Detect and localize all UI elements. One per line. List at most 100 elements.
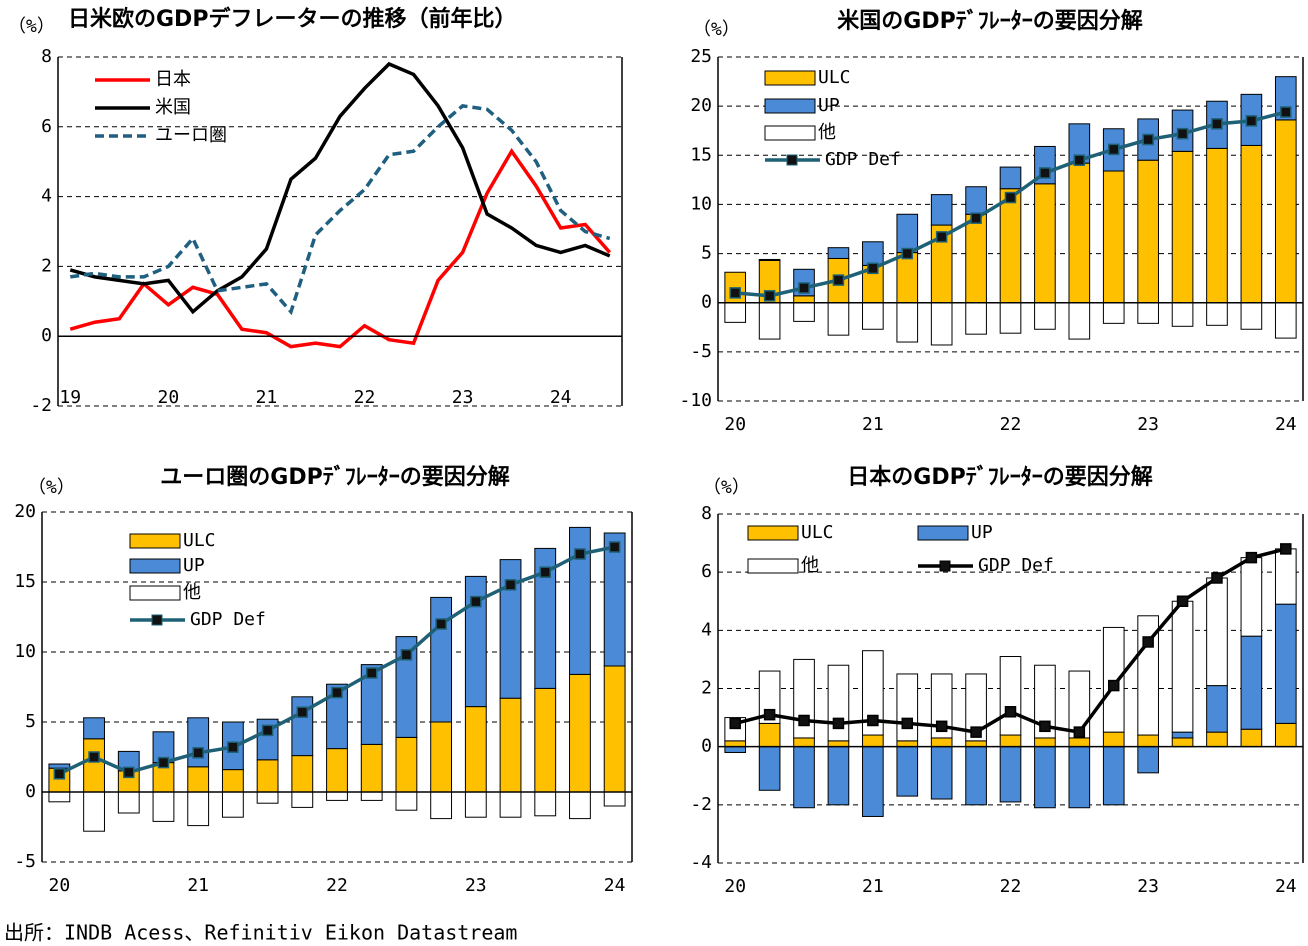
line-marker: [608, 541, 621, 553]
series-line: [70, 104, 611, 316]
legend-label: UP: [971, 522, 993, 543]
bar-segment: [117, 791, 140, 814]
bar-segment: [83, 791, 105, 832]
line-marker: [53, 768, 66, 780]
bar-segment: [569, 673, 591, 793]
bar-segment: [862, 241, 884, 266]
bar-segment: [464, 706, 487, 793]
line-marker: [1073, 726, 1086, 738]
line-marker: [331, 686, 343, 699]
bar-segment: [793, 302, 815, 322]
legend-label: UP: [183, 555, 205, 576]
bar-segment: [152, 791, 175, 822]
bar-segment: [534, 547, 557, 689]
bar-segment: [395, 791, 418, 811]
bar-segment: [187, 791, 210, 827]
y-tick-label: 5: [701, 243, 712, 264]
legend-label: 他: [818, 122, 836, 143]
bar-segment: [48, 791, 71, 803]
bar-segment: [1068, 737, 1091, 748]
x-tick-label: 24: [1275, 414, 1297, 435]
bar-segment: [896, 302, 919, 343]
y-tick-label: 0: [25, 781, 36, 802]
bar-segment: [256, 791, 279, 804]
bar-segment: [965, 673, 987, 742]
bar-segment: [758, 722, 781, 748]
bar-segment: [1068, 302, 1091, 340]
legend-swatch: [129, 533, 181, 549]
y-tick-label: 10: [14, 641, 36, 662]
bar-segment: [965, 302, 987, 335]
bar-segment: [930, 194, 953, 226]
y-tick-label: 6: [41, 116, 52, 137]
line-marker: [192, 747, 204, 759]
line-marker: [470, 595, 482, 608]
y-tick-label: 2: [701, 678, 712, 699]
bar-segment: [1102, 170, 1125, 304]
bar-segment: [862, 650, 884, 736]
x-tick-label: 20: [724, 876, 746, 897]
bar-segment: [1171, 150, 1194, 304]
bar-segment: [499, 791, 522, 818]
bar-segment: [291, 696, 314, 757]
legend-marker: [151, 614, 163, 626]
bar-segment: [1137, 302, 1159, 324]
line-marker: [970, 212, 982, 224]
line-marker: [798, 282, 810, 294]
legend-label: ULC: [818, 67, 851, 88]
bar-segment: [83, 717, 105, 740]
line-marker: [1039, 720, 1051, 733]
bar-segment: [603, 665, 626, 793]
bar-segment: [1240, 557, 1263, 637]
bar-segment: [930, 746, 953, 800]
bar-segment: [827, 664, 850, 742]
bar-segment: [999, 746, 1022, 803]
bar-segment: [724, 740, 747, 748]
bar-segment: [464, 575, 487, 708]
bar-segment: [1240, 635, 1263, 730]
x-tick-label: 24: [604, 875, 626, 896]
line-marker: [970, 726, 982, 738]
bar-segment: [758, 302, 781, 340]
line-marker: [1107, 679, 1120, 692]
bar-segment: [1206, 147, 1228, 304]
bar-segment: [326, 791, 348, 801]
bar-segment: [1102, 746, 1125, 806]
legend-label: GDP Def: [825, 149, 901, 170]
legend-label: ULC: [183, 530, 216, 551]
bar-segment: [1102, 731, 1125, 748]
bar-segment: [187, 717, 210, 768]
line-marker: [1004, 706, 1017, 718]
bar-segment: [999, 734, 1022, 748]
bar-segment: [758, 746, 781, 791]
bar-segment: [1171, 737, 1194, 748]
bar-segment: [395, 636, 418, 738]
bar-segment: [1102, 302, 1125, 324]
bar-segment: [827, 740, 850, 748]
bar-segment: [48, 763, 71, 769]
line-marker: [832, 717, 845, 730]
legend-swatch: [747, 525, 799, 541]
y-tick-label: 15: [690, 144, 712, 165]
bar-segment: [896, 673, 919, 742]
legend-swatch: [917, 525, 969, 541]
x-tick-label: 21: [862, 414, 884, 435]
line-marker: [261, 724, 274, 737]
line-marker: [123, 766, 135, 779]
line-marker: [729, 287, 741, 299]
chart-title: ユーロ圏のGDPﾃﾞﾌﾚｰﾀｰの要因分解: [160, 464, 509, 490]
y-tick-label: 4: [701, 619, 712, 640]
bar-segment: [221, 769, 244, 793]
bar-segment: [569, 791, 591, 820]
y-tick-label: -5: [690, 341, 712, 362]
series-line: [69, 61, 611, 315]
bar-segment: [896, 740, 919, 748]
bar-segment: [999, 166, 1022, 190]
chart-title: 日米欧のGDPデフレーターの推移（前年比）: [68, 6, 516, 32]
x-tick-label: 22: [1000, 876, 1022, 897]
legend-swatch: [129, 585, 181, 601]
bar-segment: [1034, 737, 1056, 748]
bar-segment: [965, 746, 987, 806]
x-tick-label: 22: [1000, 414, 1022, 435]
